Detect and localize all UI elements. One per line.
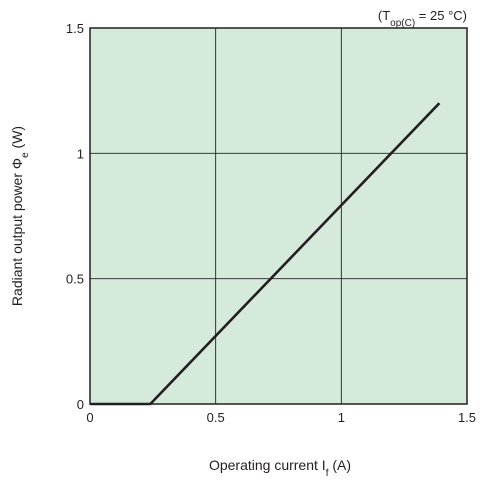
y-tick-label: 1.5	[66, 21, 84, 36]
plot-frame	[89, 27, 468, 405]
tick-labels: 0 0.5 1 1.5 0 0.5 1 1.5	[66, 21, 476, 425]
x-tick-label: 1	[338, 410, 345, 425]
y-tick-label: 0	[77, 397, 84, 412]
x-axis-label: Operating current If (A)	[209, 457, 351, 479]
y-axis-label: Radiant output power Φe (W)	[9, 126, 31, 306]
x-tick-label: 0	[86, 410, 93, 425]
x-tick-label: 0.5	[207, 410, 225, 425]
y-tick-label: 0.5	[66, 272, 84, 287]
plot-area	[90, 28, 467, 404]
y-tick-label: 1	[77, 146, 84, 161]
condition-annotation: (Top(C) = 25 °C)	[378, 8, 467, 29]
x-tick-label: 1.5	[458, 410, 476, 425]
